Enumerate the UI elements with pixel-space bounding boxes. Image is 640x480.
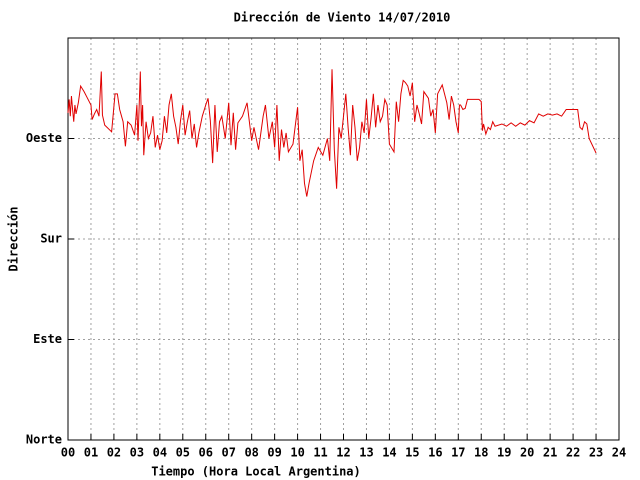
x-tick-label: 08 [244, 446, 258, 460]
x-tick-label: 01 [84, 446, 98, 460]
x-tick-label: 00 [61, 446, 75, 460]
y-axis-label: Dirección [7, 206, 21, 271]
x-tick-label: 20 [520, 446, 534, 460]
y-tick-label: Sur [40, 232, 62, 246]
x-tick-label: 17 [451, 446, 465, 460]
x-tick-label: 13 [359, 446, 373, 460]
x-tick-label: 16 [428, 446, 442, 460]
x-tick-label: 19 [497, 446, 511, 460]
x-tick-label: 15 [405, 446, 419, 460]
x-tick-label: 11 [313, 446, 327, 460]
x-axis-label: Tiempo (Hora Local Argentina) [151, 465, 361, 479]
x-tick-label: 02 [107, 446, 121, 460]
x-tick-label: 22 [566, 446, 580, 460]
plot-border [67, 37, 620, 441]
y-tick-label: Oeste [26, 131, 62, 145]
data-line [67, 69, 597, 197]
x-tick-label: 06 [199, 446, 213, 460]
x-tick-label: 09 [267, 446, 281, 460]
x-tick-label: 04 [153, 446, 167, 460]
chart-title: Dirección de Viento 14/07/2010 [234, 11, 451, 25]
x-tick-label: 23 [589, 446, 603, 460]
x-tick-label: 12 [336, 446, 350, 460]
y-tick-label: Norte [26, 433, 62, 447]
x-tick-label: 14 [382, 446, 396, 460]
x-tick-label: 07 [221, 446, 235, 460]
x-tick-label: 21 [543, 446, 557, 460]
x-tick-label: 10 [290, 446, 304, 460]
x-tick-label: 03 [130, 446, 144, 460]
x-tick-label: 05 [176, 446, 190, 460]
x-tick-label: 24 [612, 446, 626, 460]
x-tick-label: 18 [474, 446, 488, 460]
y-tick-label: Este [33, 332, 62, 346]
